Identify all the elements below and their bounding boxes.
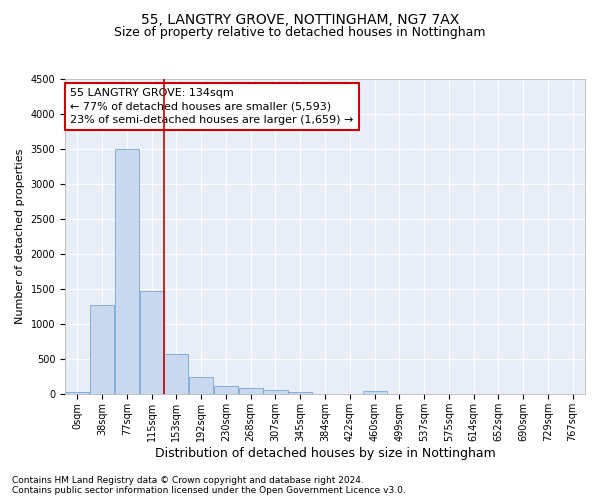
Bar bbox=[239, 388, 263, 394]
Bar bbox=[288, 392, 312, 394]
Text: Size of property relative to detached houses in Nottingham: Size of property relative to detached ho… bbox=[114, 26, 486, 39]
Bar bbox=[263, 390, 287, 394]
Bar bbox=[214, 386, 238, 394]
Bar bbox=[164, 354, 188, 395]
Bar bbox=[65, 392, 89, 394]
Bar bbox=[189, 378, 213, 394]
Bar bbox=[140, 290, 164, 395]
Bar bbox=[362, 391, 386, 394]
Text: 55, LANGTRY GROVE, NOTTINGHAM, NG7 7AX: 55, LANGTRY GROVE, NOTTINGHAM, NG7 7AX bbox=[141, 12, 459, 26]
X-axis label: Distribution of detached houses by size in Nottingham: Distribution of detached houses by size … bbox=[155, 447, 496, 460]
Bar bbox=[90, 306, 114, 394]
Y-axis label: Number of detached properties: Number of detached properties bbox=[15, 149, 25, 324]
Text: Contains HM Land Registry data © Crown copyright and database right 2024.: Contains HM Land Registry data © Crown c… bbox=[12, 476, 364, 485]
Text: Contains public sector information licensed under the Open Government Licence v3: Contains public sector information licen… bbox=[12, 486, 406, 495]
Text: 55 LANGTRY GROVE: 134sqm
← 77% of detached houses are smaller (5,593)
23% of sem: 55 LANGTRY GROVE: 134sqm ← 77% of detach… bbox=[70, 88, 353, 125]
Bar bbox=[115, 149, 139, 394]
